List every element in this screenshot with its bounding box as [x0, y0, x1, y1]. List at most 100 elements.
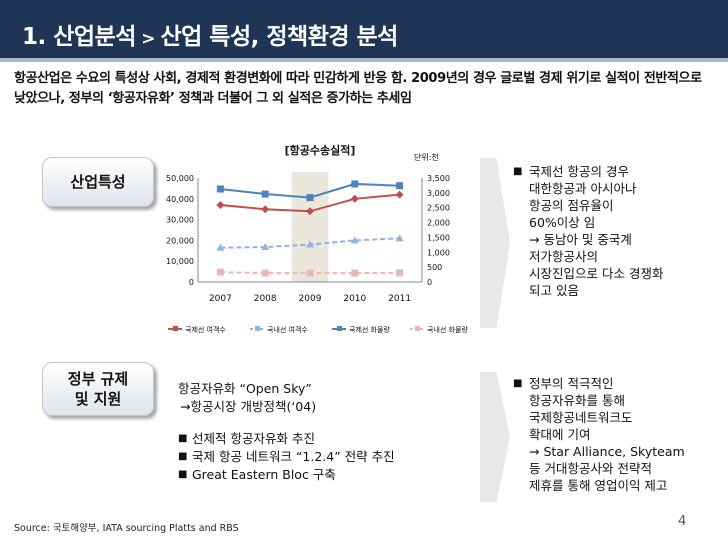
y-tick-label-left: 10,000 — [166, 257, 194, 266]
y-tick-label-right: 500 — [427, 263, 442, 272]
title-bar: 1. 산업분석 > 산업 특성, 정책환경 분석 — [0, 0, 728, 62]
list-item: ■ 국제 항공 네트워크 “1.2.4” 전략 추진 — [178, 448, 478, 466]
title-separator: > — [135, 29, 161, 49]
gov-bullet-list: ■ 선제적 항공자유화 추진 ■ 국제 항공 네트워크 “1.2.4” 전략 추진 … — [178, 430, 478, 484]
government-label-line: 정부 규제 — [67, 370, 129, 388]
list-item-text: Great Eastern Bloc 구축 — [192, 467, 336, 482]
industry-notes: ■ 국제선 항공의 경우 대한항공과 아시아나 항공의 점유율이 60%이상 임… — [513, 163, 713, 299]
government-notes: ■ 정부의 적극적인 항공자유화를 통해 국제항공네트워크도 확대에 기여 → … — [513, 375, 713, 494]
data-point — [306, 240, 314, 248]
data-point — [350, 194, 359, 203]
data-point — [351, 269, 359, 277]
data-point — [216, 185, 224, 193]
y-tick-label-right: 1,500 — [427, 233, 450, 242]
y-tick-label-right: 3,500 — [427, 174, 450, 183]
data-point — [395, 234, 404, 242]
data-point — [216, 243, 225, 251]
note-line: 대한항공과 아시아나 — [529, 181, 637, 196]
square-bullet-icon: ■ — [178, 433, 188, 444]
square-bullet-icon: ■ — [513, 378, 523, 389]
note-line: 등 거대항공사와 전략적 — [529, 461, 652, 476]
data-point — [306, 269, 314, 277]
gov-line: →항공시장 개방정책(‘04) — [180, 399, 317, 414]
legend-marker — [337, 326, 342, 331]
page-number: 4 — [678, 514, 687, 529]
legend-label: 국내선 화물량 — [427, 325, 468, 334]
note-line: 국제선 항공의 경우 — [529, 164, 629, 179]
data-point — [216, 268, 224, 276]
highlight-band — [291, 172, 329, 282]
arrow-panel-government — [480, 372, 510, 502]
legend-marker — [173, 326, 178, 331]
government-policy-text: 항공자유화 “Open Sky” →항공시장 개방정책(‘04) ■ 선제적 항공… — [178, 380, 478, 484]
title-underline — [0, 58, 728, 62]
air-transport-chart: [항공수송실적] 단위:천 50,000 40,000 30,000 20,000 10,0… — [166, 143, 468, 334]
government-label-box: 정부 규제 및 지원 — [42, 362, 154, 416]
note-line: 정부의 적극적인 — [529, 376, 614, 391]
y-tick-label-right: 0 — [427, 278, 432, 287]
data-point — [261, 243, 270, 251]
title-section: 1. 산업분석 — [22, 24, 136, 50]
legend-marker — [255, 326, 260, 331]
y-tick-label-right: 1,000 — [427, 248, 450, 257]
data-point — [216, 201, 225, 210]
data-point — [351, 180, 359, 188]
note-line: 되고 있음 — [529, 283, 579, 298]
government-label-line: 및 지원 — [74, 390, 122, 408]
data-point — [396, 182, 404, 190]
note-line: 저가항공사의 — [529, 249, 599, 264]
legend-label: 국제선 여객수 — [185, 325, 226, 334]
data-point — [395, 190, 404, 199]
unit-label: 단위:천 — [414, 152, 439, 162]
x-tick-label: 2009 — [299, 294, 322, 304]
legend-marker — [415, 326, 420, 331]
x-tick-label: 2007 — [209, 294, 232, 304]
note-line: 60%이상 임 — [529, 215, 596, 230]
square-bullet-icon: ■ — [513, 166, 523, 177]
note-line: 항공의 점유율이 — [529, 198, 614, 213]
chart-container: [항공수송실적] 단위:천 50,000 40,000 30,000 20,000 10,0… — [160, 140, 480, 340]
arrow-panel-industry — [480, 158, 510, 328]
page-title: 1. 산업분석 > 산업 특성, 정책환경 분석 — [22, 17, 398, 51]
list-item-text: 선제적 항공자유화 추진 — [192, 431, 315, 446]
legend-label: 국내선 여객수 — [267, 325, 308, 334]
y-tick-label-left: 40,000 — [166, 195, 194, 204]
chart-title: [항공수송실적] — [285, 143, 356, 157]
y-tick-label-right: 2,000 — [427, 219, 450, 228]
note-line: 제휴를 통해 영업이익 제고 — [529, 478, 668, 493]
note-line: → Star Alliance, Skyteam — [529, 444, 685, 459]
data-point — [261, 190, 269, 198]
legend-label: 국제선 화물량 — [349, 325, 390, 334]
title-subsection: 산업 특성, 정책환경 분석 — [160, 24, 398, 50]
data-point — [261, 269, 269, 277]
list-item: ■ 선제적 항공자유화 추진 — [178, 430, 478, 448]
list-item: ■ Great Eastern Bloc 구축 — [178, 466, 478, 484]
data-point — [306, 207, 314, 216]
x-tick-label: 2011 — [388, 294, 411, 304]
note-line: → 동남아 및 중국계 — [529, 232, 632, 247]
industry-label: 산업특성 — [70, 173, 126, 191]
x-tick-label: 2008 — [254, 294, 277, 304]
note-line: 시장진입으로 다소 경쟁화 — [529, 266, 664, 281]
y-tick-label-left: 30,000 — [166, 216, 194, 225]
note-line: 국제항공네트워크도 — [529, 410, 633, 425]
industry-label-box: 산업특성 — [42, 157, 154, 207]
x-tick-label: 2010 — [343, 294, 366, 304]
data-point — [396, 269, 404, 277]
note-line: 항공자유화를 통해 — [529, 393, 625, 408]
list-item-text: 국제 항공 네트워크 “1.2.4” 전략 추진 — [192, 449, 395, 464]
y-tick-label-right: 2,500 — [427, 204, 450, 213]
source-note: Source: 국토해양부, IATA sourcing Platts and … — [14, 523, 239, 534]
y-tick-label-left: 50,000 — [166, 174, 194, 183]
note-line: 확대에 기여 — [529, 427, 591, 442]
gov-line: 항공자유화 “Open Sky” — [178, 381, 312, 396]
data-point — [350, 236, 359, 244]
square-bullet-icon: ■ — [178, 469, 188, 480]
data-point — [261, 205, 270, 214]
y-tick-label-left: 0 — [189, 278, 194, 287]
y-tick-label-left: 20,000 — [166, 236, 194, 245]
y-tick-label-right: 3,000 — [427, 189, 450, 198]
intro-text: 항공산업은 수요의 특성상 사회, 경제적 환경변화에 따라 민감하게 반응 함… — [14, 71, 702, 106]
square-bullet-icon: ■ — [178, 451, 188, 462]
data-point — [306, 194, 314, 202]
